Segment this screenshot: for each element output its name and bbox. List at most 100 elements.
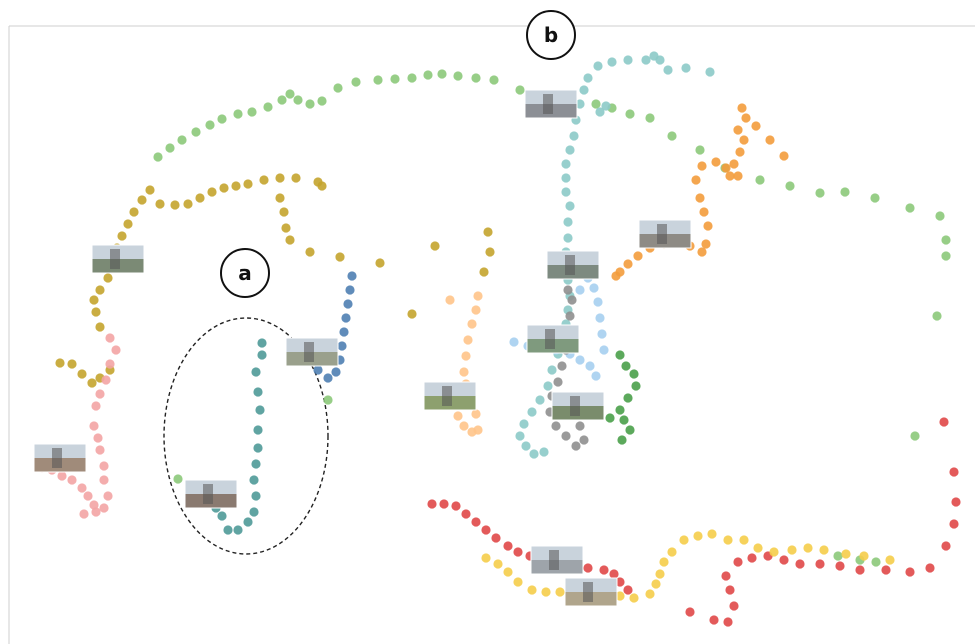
data-point: [567, 295, 577, 305]
data-point: [123, 219, 133, 229]
data-point: [453, 411, 463, 421]
data-point: [437, 69, 447, 79]
data-point: [625, 109, 635, 119]
data-point: [333, 83, 343, 93]
thumbnail: [33, 443, 87, 473]
data-point: [623, 259, 633, 269]
highlight-ellipse-layer: [163, 317, 329, 555]
data-point: [451, 501, 461, 511]
data-point: [667, 547, 677, 557]
data-point: [565, 145, 575, 155]
data-point: [575, 355, 585, 365]
data-point: [101, 375, 111, 385]
annotation-layer: ab: [220, 10, 576, 298]
data-point: [601, 101, 611, 111]
data-point: [275, 193, 285, 203]
data-point: [571, 441, 581, 451]
data-point: [685, 607, 695, 617]
data-point: [471, 73, 481, 83]
data-point: [835, 561, 845, 571]
data-point: [233, 525, 243, 535]
data-point: [561, 159, 571, 169]
data-point: [949, 519, 959, 529]
data-point: [95, 445, 105, 455]
data-point: [251, 459, 261, 469]
data-point: [55, 358, 65, 368]
data-point: [645, 589, 655, 599]
data-point: [555, 587, 565, 597]
data-point: [91, 507, 101, 517]
data-point: [941, 251, 951, 261]
thumbnail: [530, 545, 584, 575]
data-point: [170, 200, 180, 210]
data-point: [547, 365, 557, 375]
data-point: [343, 299, 353, 309]
thumbnail: [551, 391, 605, 421]
data-point: [701, 239, 711, 249]
data-point: [137, 195, 147, 205]
data-point: [313, 365, 323, 375]
data-point: [655, 569, 665, 579]
data-point: [461, 351, 471, 361]
data-point: [737, 103, 747, 113]
data-point: [513, 577, 523, 587]
data-point: [925, 563, 935, 573]
data-point: [733, 557, 743, 567]
data-point: [697, 247, 707, 257]
data-point: [335, 252, 345, 262]
data-point: [491, 533, 501, 543]
data-point: [519, 419, 529, 429]
data-point: [341, 313, 351, 323]
data-point: [339, 327, 349, 337]
data-point: [337, 341, 347, 351]
data-point: [459, 421, 469, 431]
data-point: [231, 181, 241, 191]
data-point: [615, 591, 625, 601]
data-point: [459, 367, 469, 377]
data-point: [277, 95, 287, 105]
data-point: [615, 577, 625, 587]
data-point: [905, 567, 915, 577]
data-point: [445, 295, 455, 305]
data-point: [591, 371, 601, 381]
data-point: [153, 152, 163, 162]
data-point: [765, 135, 775, 145]
data-point: [855, 565, 865, 575]
data-point: [427, 499, 437, 509]
data-point: [595, 313, 605, 323]
data-point: [57, 471, 67, 481]
data-point: [99, 475, 109, 485]
data-point: [751, 121, 761, 131]
thumbnail: [526, 324, 580, 354]
data-point: [95, 322, 105, 332]
data-point: [553, 377, 563, 387]
data-point: [430, 241, 440, 251]
data-point: [463, 335, 473, 345]
data-point: [575, 421, 585, 431]
data-point: [323, 373, 333, 383]
data-point: [541, 587, 551, 597]
data-point: [87, 378, 97, 388]
data-point: [885, 555, 895, 565]
data-point: [305, 247, 315, 257]
annotation-text: a: [238, 261, 252, 285]
data-point: [910, 431, 920, 441]
data-point: [243, 517, 253, 527]
data-point: [645, 113, 655, 123]
data-point: [631, 381, 641, 391]
data-point: [597, 329, 607, 339]
data-point: [253, 387, 263, 397]
data-point: [651, 579, 661, 589]
data-point: [699, 207, 709, 217]
thumbnail: [638, 219, 692, 249]
data-point: [557, 361, 567, 371]
data-point: [707, 529, 717, 539]
data-point: [593, 297, 603, 307]
data-point: [95, 389, 105, 399]
data-point: [723, 617, 733, 627]
data-point: [840, 187, 850, 197]
data-point: [275, 173, 285, 183]
data-point: [91, 307, 101, 317]
